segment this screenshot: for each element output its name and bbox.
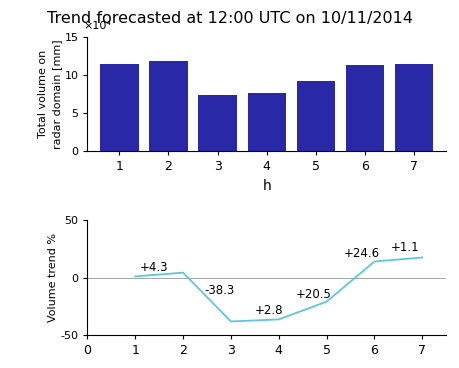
Text: +2.8: +2.8: [254, 304, 283, 317]
Text: -38.3: -38.3: [204, 284, 235, 297]
Y-axis label: Volume trend %: Volume trend %: [47, 233, 57, 322]
Bar: [296, 81, 335, 152]
Text: Trend forecasted at 12:00 UTC on 10/11/2014: Trend forecasted at 12:00 UTC on 10/11/2…: [47, 11, 412, 26]
Bar: [247, 93, 285, 152]
Bar: [149, 61, 187, 152]
Text: ×10⁴: ×10⁴: [84, 21, 112, 31]
Y-axis label: Total volume on
radar domain [mm]: Total volume on radar domain [mm]: [38, 39, 62, 149]
Bar: [394, 64, 432, 152]
Bar: [198, 95, 236, 152]
Text: +24.6: +24.6: [342, 247, 379, 260]
X-axis label: h: h: [262, 179, 271, 193]
Text: +4.3: +4.3: [140, 261, 168, 274]
Bar: [100, 64, 138, 152]
Bar: [345, 65, 383, 152]
Text: +1.1: +1.1: [390, 241, 419, 254]
Text: +20.5: +20.5: [295, 288, 330, 301]
